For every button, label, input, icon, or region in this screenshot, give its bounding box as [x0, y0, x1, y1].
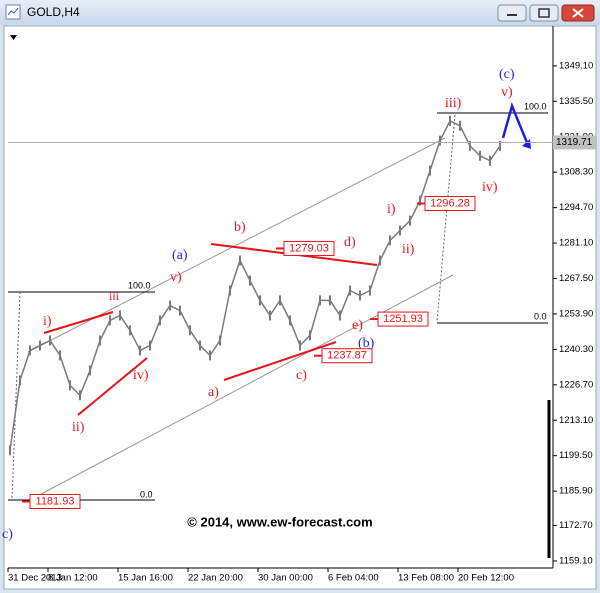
wave-label: (b) — [358, 336, 375, 351]
y-tick-label: 1185.90 — [559, 486, 593, 497]
watermark: © 2014, www.ew-forecast.com — [187, 514, 372, 529]
minimize-button[interactable] — [497, 4, 527, 22]
current-price-box — [553, 135, 597, 150]
x-tick-label: 31 Dec 2013 — [8, 573, 62, 584]
wave-line — [223, 341, 337, 381]
menu-triangle — [10, 35, 17, 40]
fib-label: 0.0 — [534, 311, 547, 321]
x-tick-label: 20 Feb 12:00 — [458, 573, 514, 584]
arrow-head — [522, 139, 531, 149]
fib-label: 0.0 — [140, 489, 153, 499]
y-tick-label: 1159.10 — [559, 555, 593, 566]
close-icon — [572, 8, 584, 18]
fib-label: 100.0 — [524, 101, 547, 111]
wave-label: i) — [43, 314, 52, 329]
y-tick-label: 1281.10 — [559, 238, 593, 249]
price-tag-label: 1181.93 — [36, 495, 75, 507]
x-tick-label: 8 Jan 12:00 — [48, 573, 98, 584]
wave-label: a) — [208, 385, 219, 400]
wave-label: i) — [387, 202, 396, 217]
fib-trend — [11, 291, 21, 501]
y-tick-label: 1267.50 — [559, 273, 593, 284]
wave-label: v) — [501, 85, 513, 100]
wave-label: e) — [352, 318, 363, 333]
price-tag-box — [283, 240, 335, 256]
wave-label: v) — [170, 270, 182, 285]
wave-label: b) — [234, 220, 246, 235]
wave-line — [43, 311, 114, 334]
window-title: GOLD,H4 — [27, 5, 80, 19]
y-tick-label: 1335.50 — [559, 96, 593, 107]
y-tick-label: 1213.10 — [559, 415, 593, 426]
x-tick-label: 13 Feb 08:00 — [398, 573, 454, 584]
maximize-button[interactable] — [529, 4, 559, 22]
y-tick-label: 1349.10 — [559, 60, 593, 71]
price-tag-label: 1251.93 — [383, 313, 423, 325]
x-tick-label: 15 Jan 16:00 — [118, 573, 173, 584]
y-tick-label: 1294.70 — [559, 202, 593, 213]
fib-label: 100.0 — [128, 280, 151, 290]
y-tick-label: 1199.50 — [559, 450, 593, 461]
y-tick-label: 1172.70 — [559, 520, 593, 531]
maximize-icon — [538, 8, 550, 18]
y-tick-label: 1226.70 — [559, 379, 593, 390]
price-tag-label: 1296.28 — [430, 197, 470, 209]
y-tick-label: 1240.30 — [559, 344, 593, 355]
wave-label: (a) — [172, 248, 188, 263]
y-tick-label: 1253.90 — [559, 308, 593, 319]
price-tag-box — [424, 196, 476, 212]
window-icon-graph — [7, 7, 19, 16]
x-tick-label: 6 Feb 04:00 — [328, 573, 379, 584]
wave-label: d) — [344, 235, 356, 250]
price-tag-label: 1279.03 — [289, 242, 329, 254]
chart-area — [3, 25, 597, 590]
wave-label: iii) — [445, 96, 462, 111]
x-tick-label: 22 Jan 20:00 — [188, 573, 243, 584]
wave-line — [77, 357, 148, 416]
fib-trend — [436, 114, 456, 323]
price-tag-box — [29, 493, 81, 509]
price-tag-box — [377, 311, 429, 327]
current-price-label: 1319.71 — [556, 137, 593, 148]
wave-label: iv) — [482, 180, 498, 195]
x-tick-label: 30 Jan 00:00 — [258, 573, 313, 584]
wave-label: ii) — [72, 420, 85, 435]
wave-label: c) — [296, 368, 307, 383]
wave-label: iv) — [133, 368, 149, 383]
wave-label: ii) — [402, 242, 415, 257]
wave-label: c) — [2, 527, 13, 542]
y-tick-label: 1308.30 — [559, 167, 593, 178]
wave-label: (c) — [499, 67, 515, 82]
price-tag-label: 1237.87 — [327, 350, 367, 362]
price-tag-box — [321, 348, 373, 364]
projection-arrow — [501, 102, 530, 146]
wave-label: iii — [109, 289, 120, 303]
